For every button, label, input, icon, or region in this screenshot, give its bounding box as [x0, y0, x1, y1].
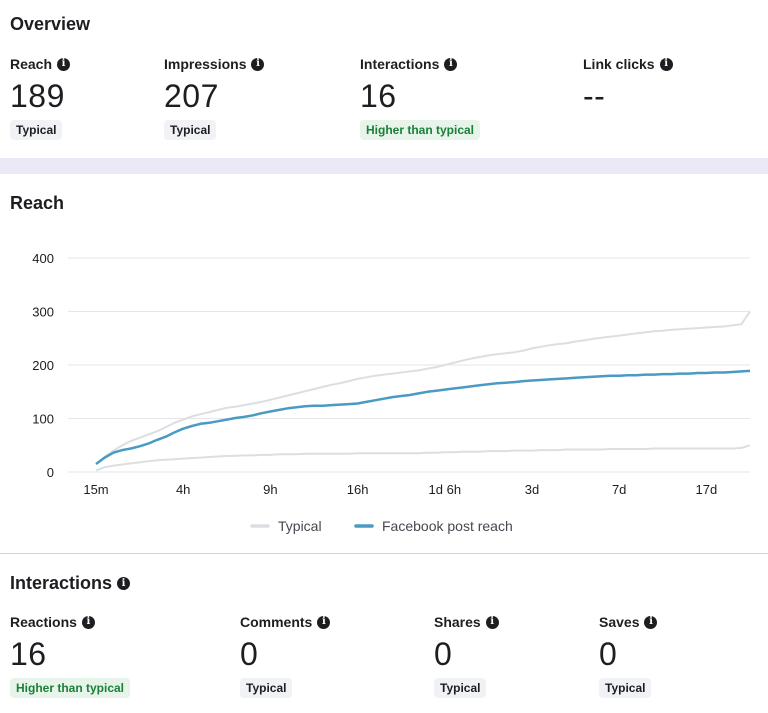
metric-label: Saves	[599, 614, 640, 630]
interactions-title: Interactions i	[10, 573, 131, 594]
legend-label: Typical	[278, 518, 322, 534]
status-badge: Higher than typical	[10, 678, 131, 698]
metric-value: 16	[360, 78, 397, 114]
metric-label: Reactions	[10, 614, 77, 630]
overview-title: Overview	[10, 14, 91, 34]
metric-shares: Shares i 0 Typical	[434, 614, 499, 698]
info-icon[interactable]: i	[317, 615, 331, 629]
x-tick-label: 16h	[347, 482, 369, 497]
status-badge: Typical	[599, 678, 652, 698]
y-tick-label: 200	[32, 358, 54, 373]
metric-value: 16	[10, 636, 47, 672]
y-tick-label: 100	[32, 412, 54, 427]
metric-saves: Saves i 0 Typical	[599, 614, 658, 698]
metric-link-clicks: Link clicks i --	[583, 56, 673, 114]
metric-label: Interactions	[360, 56, 440, 72]
info-icon[interactable]: i	[659, 57, 673, 71]
info-icon[interactable]: i	[57, 57, 71, 71]
metric-value: 0	[240, 636, 259, 672]
status-badge: Typical	[10, 120, 63, 140]
x-tick-label: 9h	[263, 482, 277, 497]
status-badge: Typical	[434, 678, 487, 698]
metric-value: 0	[434, 636, 453, 672]
metric-reach: Reach i 189 Typical	[10, 56, 71, 140]
x-tick-label: 1d 6h	[429, 482, 462, 497]
reach-title: Reach	[10, 193, 65, 213]
section-divider	[0, 158, 768, 174]
x-tick-label: 17d	[696, 482, 718, 497]
x-tick-label: 7d	[612, 482, 626, 497]
status-badge: Typical	[164, 120, 217, 140]
y-tick-label: 400	[32, 251, 54, 266]
series-line	[95, 369, 751, 466]
series-line	[95, 310, 751, 465]
info-icon[interactable]: i	[485, 615, 499, 629]
status-badge: Typical	[240, 678, 293, 698]
metric-value: 207	[164, 78, 219, 114]
y-tick-label: 300	[32, 305, 54, 320]
section-divider-line	[0, 553, 768, 554]
interactions-title-text: Interactions	[10, 573, 113, 593]
metric-value: 0	[599, 636, 618, 672]
info-icon[interactable]: i	[644, 615, 658, 629]
metric-label: Reach	[10, 56, 53, 72]
metric-label: Comments	[240, 614, 313, 630]
y-tick-label: 0	[47, 465, 54, 480]
reach-line-chart: 0 100 200 300 400 15m 4h 9h 16h 1d 6h 3d 7d 17d Typic…	[32, 251, 751, 534]
status-badge: Higher than typical	[360, 120, 481, 140]
info-icon[interactable]: i	[81, 615, 95, 629]
info-icon[interactable]: i	[444, 57, 458, 71]
info-icon[interactable]: i	[251, 57, 265, 71]
metric-label: Impressions	[164, 56, 247, 72]
metric-label: Shares	[434, 614, 481, 630]
x-tick-label: 15m	[83, 482, 108, 497]
metric-interactions: Interactions i 16 Higher than typical	[360, 56, 481, 140]
x-tick-label: 3d	[525, 482, 539, 497]
series-line	[95, 444, 751, 472]
info-icon[interactable]: i	[117, 577, 131, 590]
metric-value: 189	[10, 78, 65, 114]
legend-label: Facebook post reach	[382, 518, 513, 534]
metric-reactions: Reactions i 16 Higher than typical	[10, 614, 131, 698]
metric-impressions: Impressions i 207 Typical	[164, 56, 265, 140]
metric-comments: Comments i 0 Typical	[240, 614, 331, 698]
metric-value: --	[583, 78, 606, 114]
x-tick-label: 4h	[176, 482, 190, 497]
metric-label: Link clicks	[583, 56, 655, 72]
